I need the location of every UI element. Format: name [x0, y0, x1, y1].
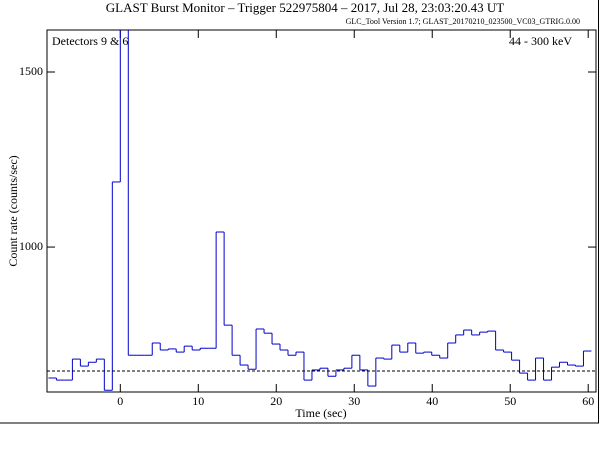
chart-subtitle: GLC_Tool Version 1.7; GLAST_20170210_023…: [346, 17, 580, 26]
x-tick-label: 0: [117, 394, 123, 408]
x-tick-label: 60: [582, 394, 594, 408]
annotation: Detectors 9 & 6: [52, 34, 128, 48]
x-tick-label: 30: [348, 394, 360, 408]
y-tick-label: 1500: [19, 64, 43, 78]
annotation: 44 - 300 keV: [509, 34, 572, 48]
x-tick-label: 50: [504, 394, 516, 408]
x-axis-label: Time (sec): [295, 406, 346, 420]
x-tick-label: 10: [192, 394, 204, 408]
y-tick-label: 1000: [19, 239, 43, 253]
plot-area: [47, 30, 596, 391]
y-axis-label: Count rate (counts/sec): [6, 155, 20, 266]
plot-frame: [46, 29, 597, 393]
x-tick-label: 40: [426, 394, 438, 408]
chart-title: GLAST Burst Monitor – Trigger 522975804 …: [106, 0, 505, 15]
x-tick-label: 20: [270, 394, 282, 408]
